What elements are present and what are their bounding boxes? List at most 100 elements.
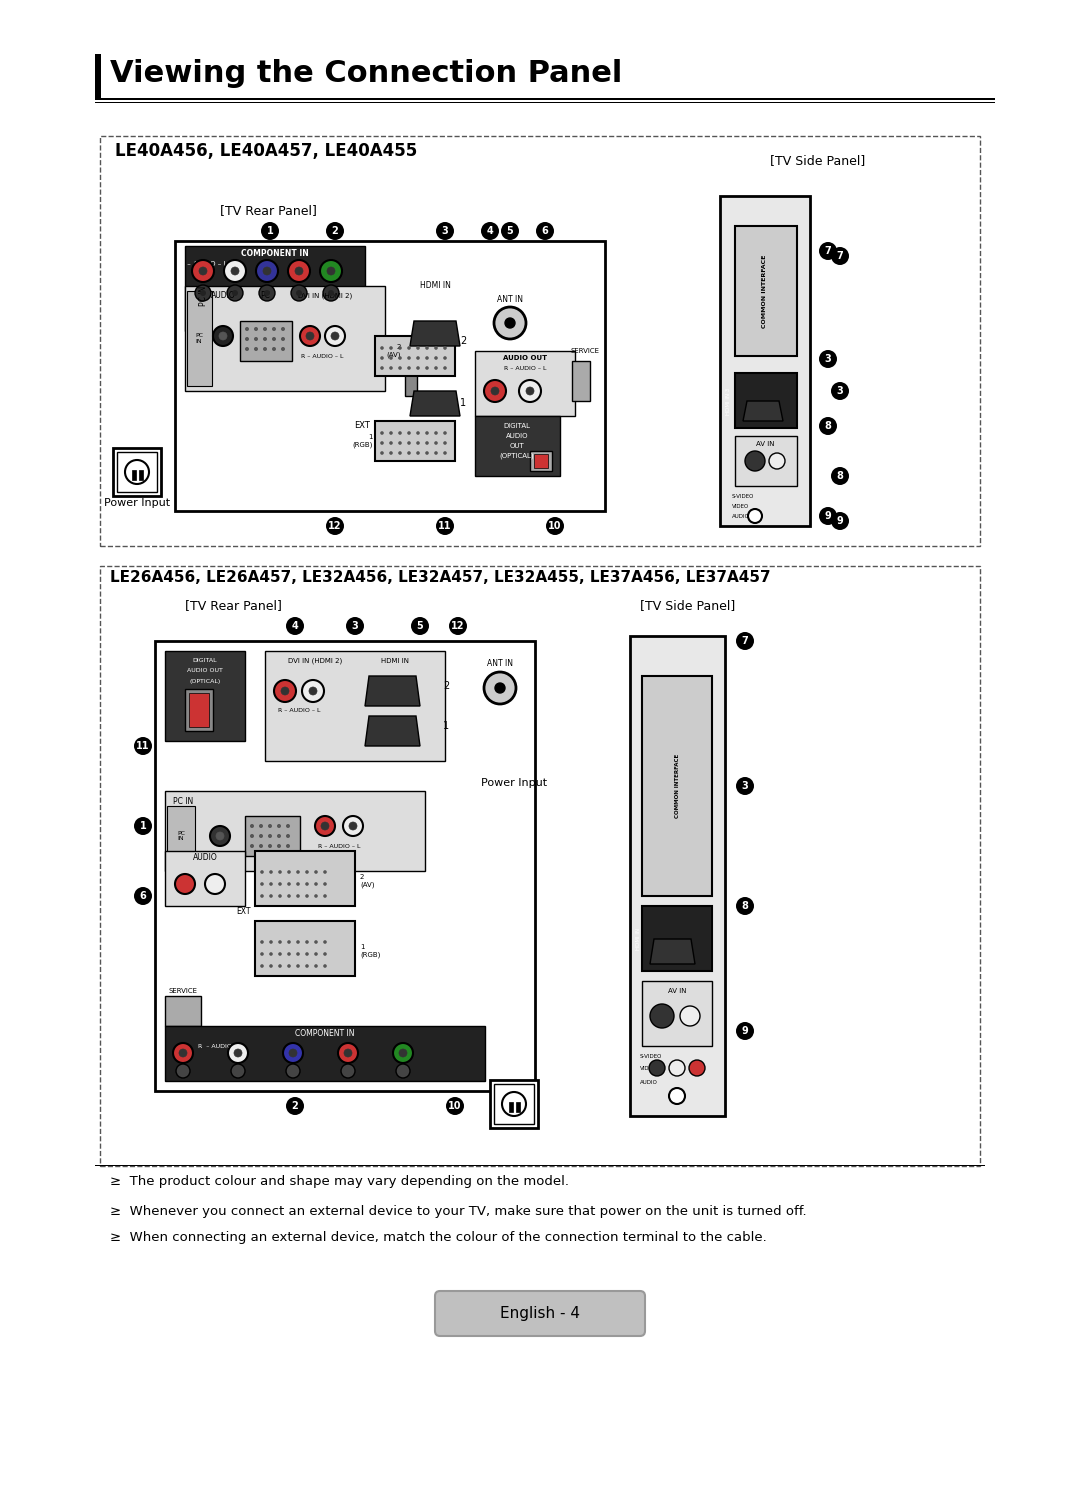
Bar: [375, 336, 455, 376]
Circle shape: [306, 883, 309, 886]
Circle shape: [407, 431, 410, 435]
Bar: [405, 372, 417, 395]
Text: 4: 4: [487, 226, 494, 236]
Circle shape: [831, 513, 849, 531]
Circle shape: [210, 826, 230, 846]
Circle shape: [416, 357, 420, 360]
Text: 1: 1: [443, 721, 449, 731]
Text: 4: 4: [292, 621, 298, 632]
Circle shape: [286, 617, 303, 635]
Text: English - 4: English - 4: [500, 1306, 580, 1321]
Circle shape: [323, 964, 327, 967]
Bar: [185, 690, 213, 731]
Circle shape: [269, 964, 273, 967]
Text: 7: 7: [742, 636, 748, 646]
Text: AUDIO OUT: AUDIO OUT: [503, 355, 548, 361]
Circle shape: [306, 331, 314, 340]
Circle shape: [484, 380, 507, 403]
Text: S-VIDEO: S-VIDEO: [732, 493, 754, 498]
Text: S-VIDEO: S-VIDEO: [640, 1054, 662, 1058]
Circle shape: [314, 953, 318, 955]
Text: COMPONENT IN: COMPONENT IN: [241, 250, 309, 259]
Polygon shape: [743, 401, 783, 421]
Circle shape: [434, 346, 437, 349]
Circle shape: [502, 1092, 526, 1116]
Bar: [490, 1080, 538, 1128]
Text: (OPTICAL): (OPTICAL): [500, 453, 535, 459]
Circle shape: [501, 221, 519, 241]
Bar: [95, 98, 995, 100]
Circle shape: [287, 871, 291, 874]
Circle shape: [286, 825, 291, 828]
Circle shape: [434, 366, 437, 370]
Circle shape: [323, 953, 327, 955]
Circle shape: [279, 895, 282, 898]
Circle shape: [426, 366, 429, 370]
Circle shape: [399, 452, 402, 455]
Text: EXT: EXT: [237, 906, 251, 915]
Circle shape: [296, 964, 300, 967]
Text: 5: 5: [417, 621, 423, 632]
Bar: [100, 566, 980, 1167]
Text: 9: 9: [837, 516, 843, 526]
Text: 1: 1: [267, 226, 273, 236]
Text: ≥  The product colour and shape may vary depending on the model.: ≥ The product colour and shape may vary …: [110, 1174, 569, 1187]
Circle shape: [260, 964, 264, 967]
Circle shape: [407, 366, 410, 370]
Circle shape: [546, 517, 564, 535]
Text: R  – AUDIO – L: R – AUDIO – L: [178, 262, 228, 267]
Circle shape: [341, 1064, 355, 1077]
Circle shape: [213, 325, 233, 346]
Circle shape: [259, 285, 275, 302]
Circle shape: [380, 346, 383, 349]
Text: SERVICE: SERVICE: [570, 348, 599, 354]
Bar: [185, 285, 384, 391]
Text: 3: 3: [742, 782, 748, 791]
Circle shape: [748, 510, 762, 523]
Circle shape: [819, 242, 837, 260]
Circle shape: [399, 346, 402, 349]
Circle shape: [259, 844, 264, 849]
Text: AUDIO OUT: AUDIO OUT: [187, 669, 222, 673]
Text: PC IN: PC IN: [199, 285, 207, 306]
Circle shape: [396, 1064, 410, 1077]
Circle shape: [819, 351, 837, 369]
Text: 7: 7: [837, 251, 843, 262]
Circle shape: [254, 337, 258, 340]
Text: 2: 2: [332, 226, 338, 236]
Bar: [534, 455, 548, 468]
Circle shape: [195, 285, 211, 302]
Bar: [175, 241, 605, 511]
Circle shape: [323, 941, 327, 944]
Bar: [117, 452, 157, 492]
Circle shape: [443, 357, 447, 360]
Circle shape: [491, 386, 499, 395]
Circle shape: [831, 467, 849, 484]
Bar: [255, 851, 355, 906]
Circle shape: [389, 346, 393, 349]
Text: COMMON INTERFACE: COMMON INTERFACE: [675, 753, 680, 819]
Circle shape: [296, 290, 302, 296]
Circle shape: [399, 441, 402, 444]
Circle shape: [399, 366, 402, 370]
Circle shape: [228, 1043, 248, 1062]
Circle shape: [296, 871, 300, 874]
Text: 1
(RGB): 1 (RGB): [360, 944, 380, 958]
Circle shape: [689, 1060, 705, 1076]
Text: Viewing the Connection Panel: Viewing the Connection Panel: [110, 59, 622, 89]
Circle shape: [526, 386, 534, 395]
Circle shape: [389, 441, 393, 444]
Bar: [494, 1083, 534, 1123]
Text: 2: 2: [460, 336, 467, 346]
Circle shape: [259, 834, 264, 838]
Bar: [516, 1103, 519, 1112]
Circle shape: [254, 348, 258, 351]
Circle shape: [389, 452, 393, 455]
Text: 6: 6: [139, 892, 147, 901]
Bar: [735, 226, 797, 357]
Circle shape: [134, 817, 152, 835]
Circle shape: [407, 357, 410, 360]
Bar: [572, 361, 590, 401]
Text: 7: 7: [825, 247, 832, 256]
Circle shape: [389, 366, 393, 370]
